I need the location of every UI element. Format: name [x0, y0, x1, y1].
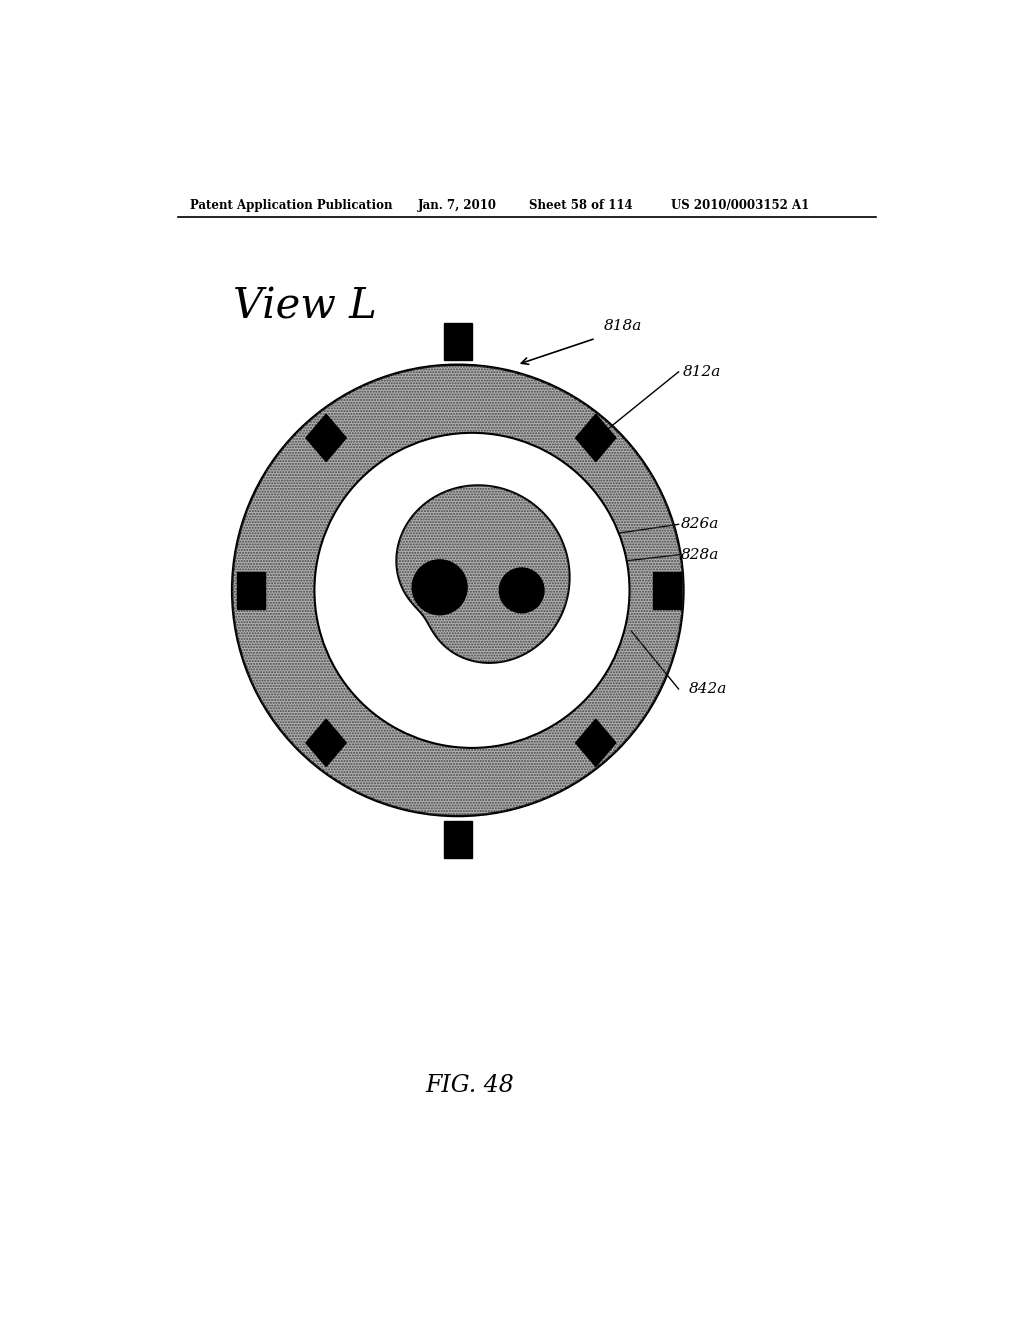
Polygon shape [575, 414, 615, 462]
Text: Patent Application Publication: Patent Application Publication [189, 198, 392, 211]
Polygon shape [275, 447, 516, 694]
Bar [652, 572, 681, 609]
Polygon shape [306, 414, 346, 462]
Circle shape [314, 433, 630, 748]
Polygon shape [396, 486, 569, 663]
Circle shape [398, 545, 489, 636]
Text: 826a: 826a [681, 517, 719, 532]
Text: US 2010/0003152 A1: US 2010/0003152 A1 [671, 198, 809, 211]
Text: 828a: 828a [681, 548, 719, 562]
Circle shape [413, 560, 467, 615]
Text: Jan. 7, 2010: Jan. 7, 2010 [419, 198, 498, 211]
Circle shape [232, 364, 683, 816]
Text: 812a: 812a [682, 364, 721, 379]
Bar [237, 572, 265, 609]
Bar [443, 821, 472, 858]
Polygon shape [306, 719, 346, 767]
Circle shape [500, 568, 544, 612]
Text: Sheet 58 of 114: Sheet 58 of 114 [528, 198, 633, 211]
Text: View L: View L [233, 285, 377, 327]
Text: FIG. 48: FIG. 48 [425, 1074, 514, 1097]
Text: 818a: 818a [604, 319, 642, 333]
Circle shape [270, 422, 606, 758]
Polygon shape [575, 719, 615, 767]
Bar [443, 323, 472, 360]
Text: 842a: 842a [689, 682, 727, 696]
